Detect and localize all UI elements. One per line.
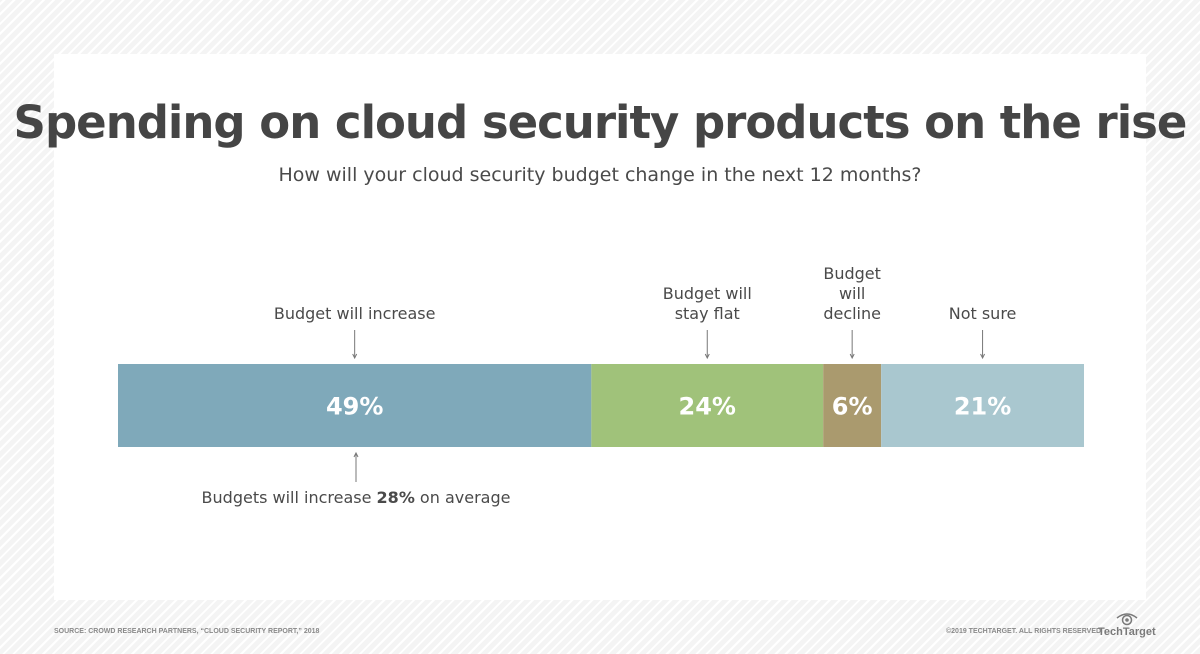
annotation-text: Budgets will increase — [201, 488, 377, 507]
bar-segment — [881, 364, 1084, 447]
source-note: SOURCE: CROWD RESEARCH PARTNERS, “CLOUD … — [54, 628, 320, 635]
category-label: Budget will — [663, 284, 752, 303]
arrow-head — [704, 353, 710, 360]
arrow-head — [849, 353, 855, 360]
annotation-bold: 28% — [376, 488, 415, 507]
chart-card — [54, 54, 1146, 600]
arrow-head — [980, 353, 986, 360]
techtarget-logo: TechTarget — [1098, 612, 1156, 638]
chart-title: Spending on cloud security products on t… — [13, 96, 1188, 149]
category-label: Budget — [823, 264, 881, 283]
copyright: ©2019 TECHTARGET. ALL RIGHTS RESERVED — [946, 628, 1102, 635]
chart-subtitle: How will your cloud security budget chan… — [278, 164, 922, 186]
bar-segment — [118, 364, 592, 447]
annotation-note: Budgets will increase 28% on average — [0, 488, 712, 507]
value-label: 6% — [832, 393, 873, 421]
category-label: will — [839, 284, 865, 303]
value-label: 21% — [954, 393, 1011, 421]
bar-segment — [823, 364, 882, 447]
bar-segment — [591, 364, 824, 447]
category-label: decline — [823, 304, 881, 323]
arrow-head — [352, 353, 358, 360]
category-label: Not sure — [949, 304, 1017, 323]
annotation-text-end: on average — [414, 488, 511, 507]
value-label: 24% — [679, 393, 736, 421]
category-label: Budget will increase — [274, 304, 436, 323]
category-label: stay flat — [675, 304, 740, 323]
eye-icon — [1116, 613, 1138, 626]
value-label: 49% — [326, 393, 383, 421]
annotation-arrow-head — [353, 451, 359, 458]
logo-text: TechTarget — [1098, 626, 1156, 638]
